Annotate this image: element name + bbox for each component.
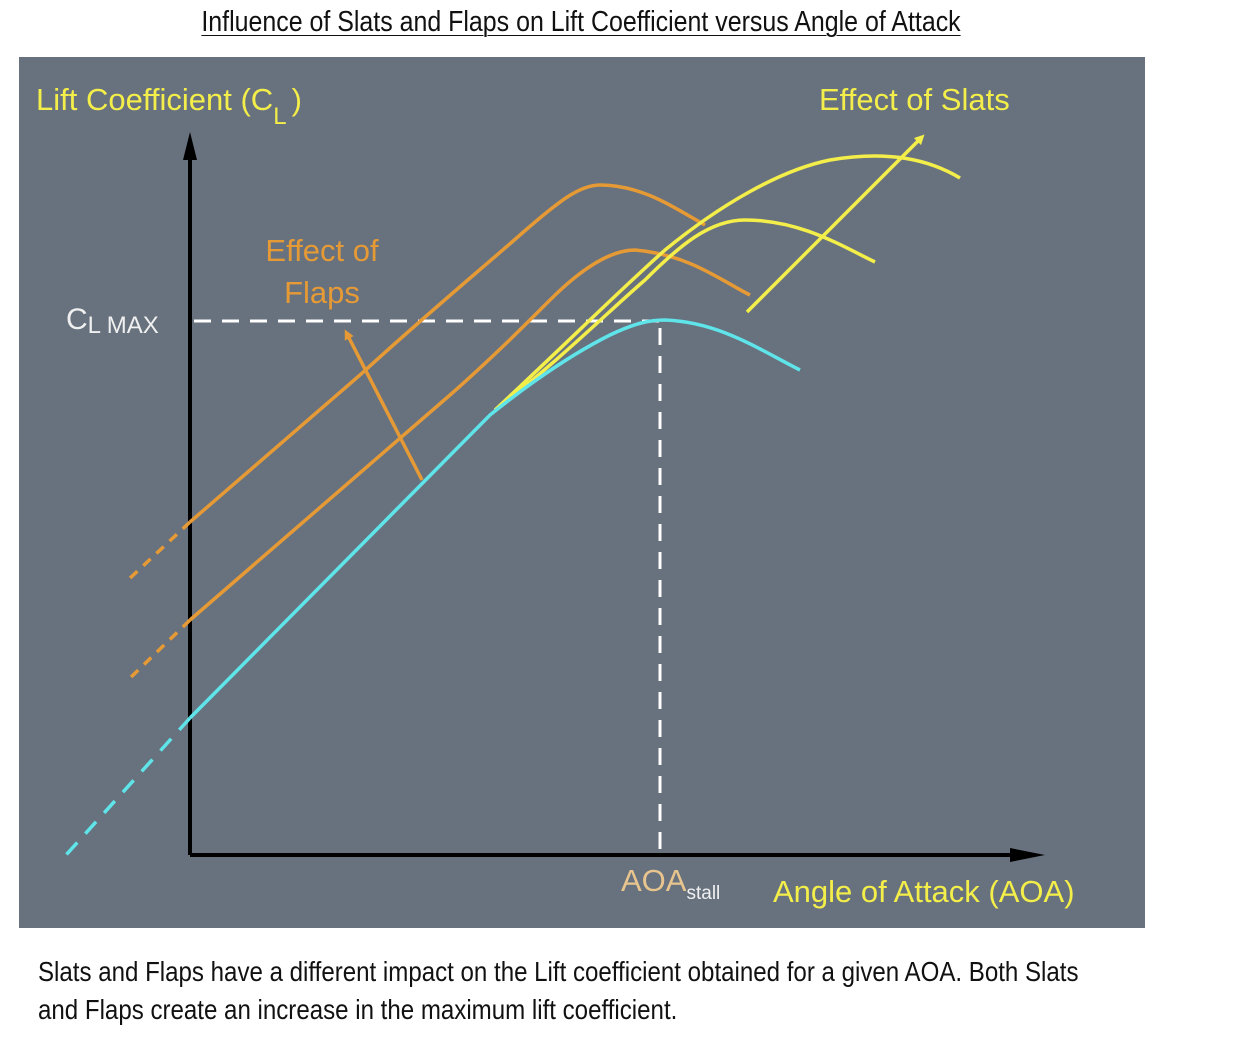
caption: Slats and Flaps have a different impact … xyxy=(38,953,1182,1029)
diagram-title: Influence of Slats and Flaps on Lift Coe… xyxy=(201,6,961,38)
flaps-label-line1: Effect of xyxy=(265,233,379,268)
x-axis-label: Angle of Attack (AOA) xyxy=(773,874,1075,909)
flaps-curve-high-extension xyxy=(126,520,192,582)
cl-max-label: CL MAX xyxy=(66,303,159,339)
y-axis-arrow-icon xyxy=(183,132,197,160)
slats-label: Effect of Slats xyxy=(819,82,1010,117)
caption-line2: and Flaps create an increase in the maxi… xyxy=(38,994,678,1025)
basic-wing-curve xyxy=(188,318,801,720)
diagram-panel xyxy=(19,57,1145,928)
flaps-effect-arrow xyxy=(344,329,424,481)
slats-effect-arrow xyxy=(745,134,925,314)
flaps-curve-high xyxy=(188,183,706,524)
slats-curve-low xyxy=(493,218,876,412)
y-axis-label: Lift Coefficient (CL) xyxy=(36,82,302,130)
x-axis-arrow-icon xyxy=(1010,848,1045,862)
caption-line1: Slats and Flaps have a different impact … xyxy=(38,956,1079,987)
slats-curve-high xyxy=(493,154,961,412)
flaps-label-line2: Flaps xyxy=(284,275,360,310)
aoa-stall-label: AOAstall xyxy=(621,863,720,904)
basic-wing-curve-extension xyxy=(64,716,192,857)
flaps-curve-low xyxy=(188,248,751,622)
flaps-curve-low-extension xyxy=(126,618,192,682)
